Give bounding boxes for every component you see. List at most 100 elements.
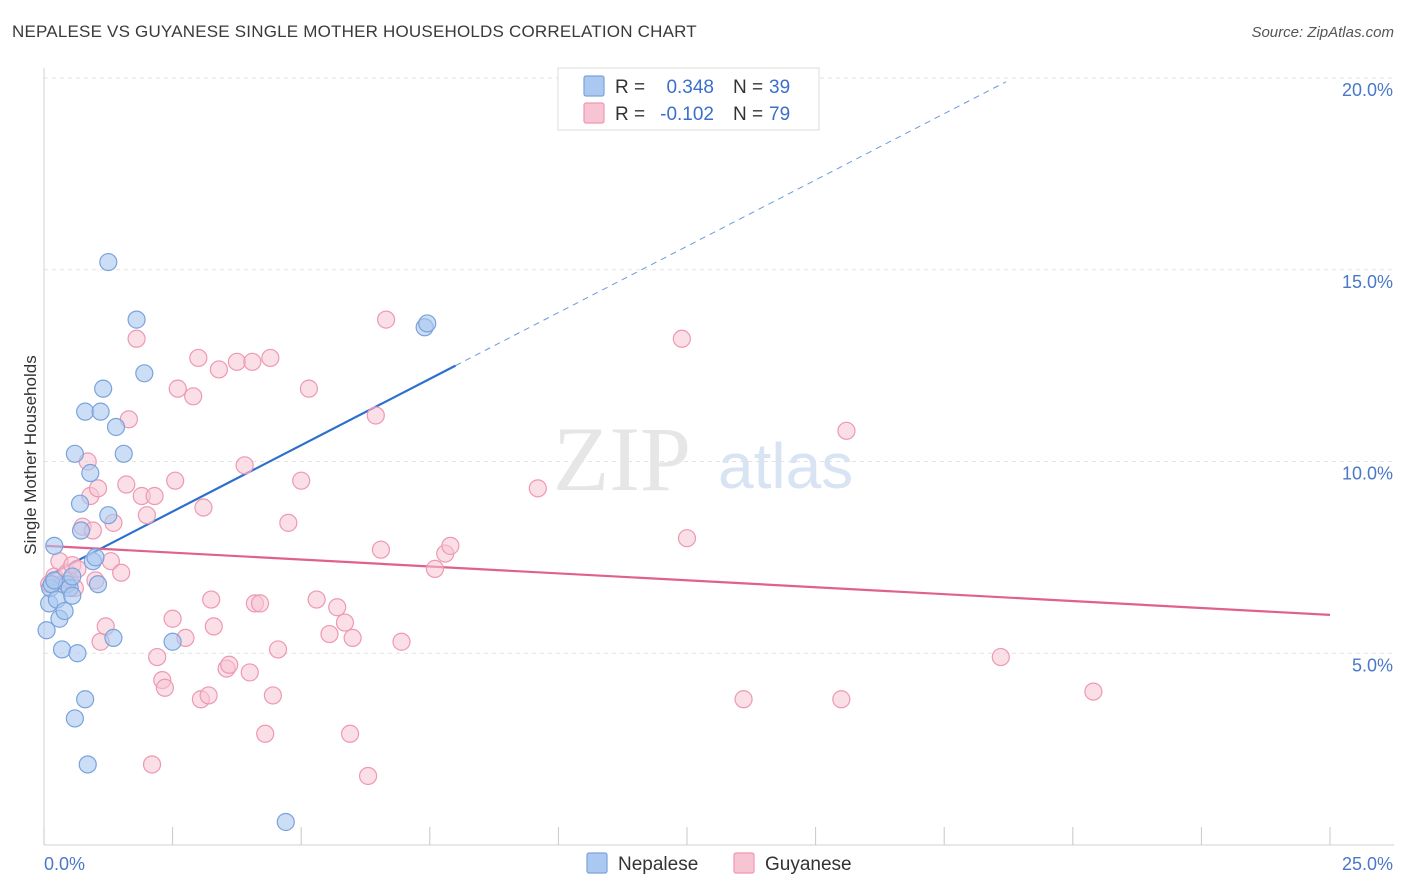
nepalese-point [106, 417, 126, 437]
guyanese-point [832, 690, 851, 709]
nepalese-point [63, 586, 82, 605]
legend-n-label: N = [733, 77, 763, 98]
nepalese-point [45, 571, 64, 590]
guyanese-trend-line [46, 544, 1331, 616]
source-label: Source: ZipAtlas.com [1251, 24, 1394, 41]
nepalese-point [86, 548, 105, 567]
bottom-legend: Nepalese Guyanese [586, 852, 852, 875]
guyanese-point [227, 352, 246, 371]
y-tick-labels: 5.0% 10.0% 15.0% 20.0% [1342, 80, 1393, 675]
nepalese-trend-extension [455, 81, 1007, 367]
guyanese-point [148, 647, 167, 667]
guyanese-points [40, 310, 1103, 786]
nepalese-point [81, 463, 100, 483]
axes [43, 68, 1394, 846]
guyanese-point [184, 387, 203, 406]
legend-r-value: -0.102 [660, 104, 714, 125]
legend-r-label: R = [615, 104, 645, 125]
y-tick-label: 5.0% [1352, 655, 1393, 675]
bottom-legend-label-nepalese: Nepalese [618, 854, 698, 875]
guyanese-point [209, 360, 228, 379]
guyanese-point [340, 724, 360, 743]
watermark: ZIP atlas [553, 408, 853, 510]
guyanese-point [299, 379, 319, 398]
nepalese-point [114, 444, 133, 463]
guyanese-point [163, 609, 182, 628]
y-tick-label: 15.0% [1342, 272, 1393, 292]
guyanese-point [366, 406, 385, 425]
guyanese-point [261, 348, 280, 368]
legend-swatch-nepalese [583, 75, 605, 97]
guyanese-point [328, 598, 347, 617]
guyanese-point [320, 624, 339, 644]
legend-n-value: 39 [769, 77, 790, 98]
nepalese-point [163, 632, 182, 651]
bottom-legend-label-guyanese: Guyanese [765, 854, 852, 875]
nepalese-point [88, 575, 108, 594]
nepalese-point [71, 521, 91, 540]
guyanese-point [155, 678, 174, 697]
nepalese-point [65, 444, 84, 463]
guyanese-point [194, 498, 213, 517]
nepalese-point [65, 709, 84, 728]
guyanese-point [441, 536, 460, 555]
guyanese-point [268, 640, 288, 659]
nepalese-point [76, 690, 95, 709]
guyanese-point [235, 456, 254, 475]
guyanese-point [1084, 682, 1103, 701]
guyanese-point [292, 471, 311, 490]
guyanese-point [991, 647, 1010, 667]
legend-n-value: 79 [769, 104, 790, 125]
guyanese-point [528, 479, 547, 498]
bottom-legend-swatch-nepalese [586, 852, 608, 874]
nepalese-point [94, 379, 113, 398]
guyanese-point [307, 590, 326, 609]
y-tick-label: 10.0% [1342, 464, 1393, 484]
guyanese-point [88, 479, 108, 498]
x-tick-label-max: 25.0% [1342, 854, 1393, 874]
guyanese-point [335, 613, 355, 632]
guyanese-point [240, 663, 259, 682]
guyanese-point [392, 632, 411, 651]
guyanese-point [243, 352, 262, 371]
nepalese-point [91, 402, 110, 421]
guyanese-point [358, 766, 378, 786]
legend: R = 0.348 N = 39 R = -0.102 N = 79 [557, 67, 820, 131]
nepalese-point [99, 506, 118, 525]
guyanese-point [142, 755, 162, 774]
guyanese-point [137, 506, 156, 525]
nepalese-point [68, 644, 87, 663]
nepalese-point [276, 812, 295, 832]
nepalese-point [135, 364, 154, 383]
nepalese-point [418, 314, 437, 333]
nepalese-point [70, 494, 90, 513]
nepalese-points [37, 252, 437, 832]
chart-title: NEPALESE VS GUYANESE SINGLE MOTHER HOUSE… [12, 22, 697, 41]
legend-n-label: N = [733, 104, 763, 125]
guyanese-point [250, 594, 270, 613]
legend-swatch-guyanese [583, 102, 605, 124]
guyanese-point [127, 329, 146, 348]
bottom-legend-swatch-guyanese [733, 852, 755, 874]
watermark-zip: ZIP [553, 408, 691, 510]
guyanese-point [204, 617, 223, 636]
nepalese-point [45, 536, 64, 555]
nepalese-point [52, 640, 72, 659]
guyanese-point [189, 348, 208, 368]
guyanese-point [199, 686, 218, 705]
x-tick-labels: 0.0% 25.0% [44, 854, 1393, 874]
watermark-atlas: atlas [718, 430, 853, 502]
nepalese-point [99, 252, 118, 272]
guyanese-point [220, 655, 239, 674]
nepalese-point [104, 628, 123, 648]
guyanese-point [145, 486, 164, 506]
guyanese-point [734, 690, 753, 709]
nepalese-point [37, 621, 56, 640]
y-axis-title: Single Mother Households [21, 355, 40, 554]
nepalese-point [63, 567, 82, 586]
nepalese-point [76, 402, 95, 421]
legend-r-label: R = [615, 77, 645, 98]
guyanese-point [112, 563, 131, 582]
guyanese-point [168, 379, 187, 398]
